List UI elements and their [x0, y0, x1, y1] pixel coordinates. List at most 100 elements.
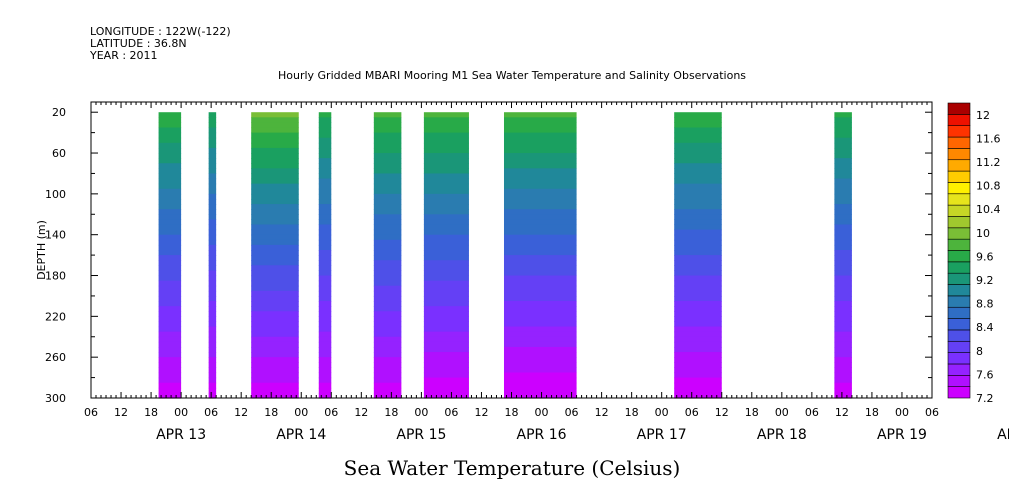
heatmap-cell: [251, 306, 299, 312]
heatmap-cell: [318, 352, 332, 358]
data-segment: [423, 112, 469, 399]
heatmap-cell: [208, 367, 217, 374]
heatmap-cell: [503, 357, 577, 363]
heatmap-cell: [158, 244, 182, 251]
heatmap-cell: [674, 112, 722, 118]
heatmap-cell: [208, 178, 217, 185]
heatmap-cell: [208, 198, 217, 205]
heatmap-cell: [373, 244, 402, 251]
data-segment: [158, 112, 182, 399]
heatmap-cell: [318, 168, 332, 175]
colorbar-swatch: [947, 375, 971, 387]
heatmap-cell: [318, 173, 332, 180]
heatmap-cell: [674, 275, 722, 282]
heatmap-cell: [674, 387, 722, 394]
data-segment: [674, 112, 722, 399]
heatmap-cell: [834, 112, 852, 118]
y-tick-label: 140: [45, 229, 66, 242]
heatmap-cell: [423, 137, 469, 144]
heatmap-cell: [318, 285, 332, 292]
x-tick-label: 12: [474, 406, 488, 419]
heatmap-cell: [251, 316, 299, 323]
heatmap-cell: [834, 316, 852, 323]
heatmap-cell: [373, 204, 402, 210]
heatmap-cell: [674, 219, 722, 226]
heatmap-cell: [423, 285, 469, 292]
x-date-label: APR 20: [997, 427, 1009, 443]
heatmap-cell: [834, 275, 852, 282]
heatmap-cell: [318, 219, 332, 226]
heatmap-cell: [834, 198, 852, 205]
heatmap-cell: [158, 295, 182, 302]
heatmap-cell: [208, 290, 217, 297]
heatmap-cell: [318, 346, 332, 353]
colorbar-swatch: [947, 318, 971, 331]
heatmap-cell: [423, 168, 469, 175]
heatmap-cell: [158, 117, 182, 124]
heatmap-cell: [674, 229, 722, 236]
colorbar-label: 8.8: [976, 298, 994, 311]
heatmap-cell: [423, 275, 469, 282]
heatmap-cell: [208, 142, 217, 149]
heatmap-cell: [674, 158, 722, 164]
x-date-label: APR 13: [156, 427, 206, 443]
heatmap-cell: [208, 260, 217, 266]
heatmap-cell: [373, 280, 402, 287]
x-tick-label: 00: [775, 406, 789, 419]
heatmap-cell: [423, 377, 469, 384]
heatmap-cell: [423, 153, 469, 159]
heatmap-cell: [423, 301, 469, 307]
data-segment: [251, 112, 299, 399]
heatmap-cell: [423, 132, 469, 139]
heatmap-cell: [503, 280, 577, 287]
heatmap-cell: [158, 357, 182, 363]
x-tick-label: 18: [865, 406, 879, 419]
heatmap-cell: [834, 219, 852, 226]
heatmap-cell: [318, 301, 332, 307]
x-tick-label: 00: [174, 406, 188, 419]
heatmap-cell: [251, 270, 299, 277]
heatmap-cell: [503, 117, 577, 124]
heatmap-cell: [674, 367, 722, 374]
heatmap-cell: [251, 255, 299, 261]
heatmap-cell: [674, 193, 722, 200]
heatmap-cell: [251, 188, 299, 195]
heatmap-cell: [503, 193, 577, 200]
heatmap-cell: [674, 204, 722, 210]
heatmap-cell: [423, 311, 469, 317]
heatmap-cell: [834, 142, 852, 149]
heatmap-cell: [158, 326, 182, 333]
heatmap-cell: [208, 321, 217, 328]
heatmap-cell: [373, 239, 402, 246]
heatmap-cell: [251, 352, 299, 358]
heatmap-cell: [503, 321, 577, 328]
x-tick-label: 00: [535, 406, 549, 419]
chart-title: Hourly Gridded MBARI Mooring M1 Sea Wate…: [278, 69, 746, 82]
heatmap-cell: [834, 372, 852, 379]
data-segment: [318, 112, 332, 399]
y-tick-label: 220: [45, 310, 66, 323]
heatmap-cell: [834, 132, 852, 139]
heatmap-cell: [423, 250, 469, 256]
heatmap-cell: [318, 295, 332, 302]
heatmap-cell: [674, 153, 722, 159]
heatmap-cell: [318, 183, 332, 190]
heatmap-cell: [318, 362, 332, 368]
heatmap-cell: [158, 234, 182, 241]
heatmap-cell: [373, 168, 402, 175]
heatmap-cell: [318, 367, 332, 374]
heatmap-cell: [674, 382, 722, 389]
heatmap-cell: [208, 326, 217, 333]
colorbar-label: 8: [976, 345, 983, 358]
heatmap-cell: [503, 377, 577, 384]
heatmap-cell: [834, 239, 852, 246]
heatmap-cell: [158, 142, 182, 149]
heatmap-cell: [158, 173, 182, 180]
heatmap-cell: [674, 132, 722, 139]
heatmap-cell: [158, 214, 182, 220]
y-tick-label: 260: [45, 351, 66, 364]
heatmap-cell: [251, 331, 299, 338]
heatmap-cell: [318, 382, 332, 389]
heatmap-cell: [373, 147, 402, 154]
